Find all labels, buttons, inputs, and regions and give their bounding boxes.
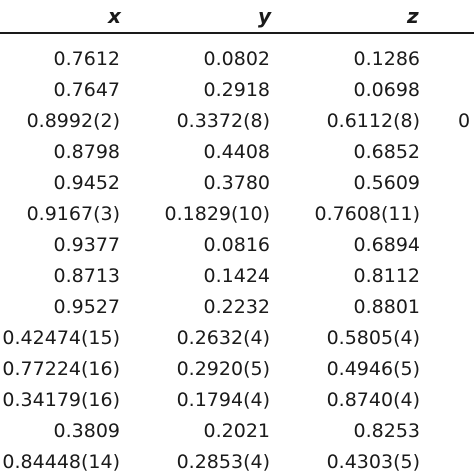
table-row: 0.7612 0.0802 0.1286 bbox=[0, 44, 474, 75]
table-row: 0.9377 0.0816 0.6894 bbox=[0, 230, 474, 261]
cell-z: 0.6112(8) bbox=[326, 110, 420, 132]
cell-x: 0.9377 bbox=[53, 234, 120, 256]
cell-x: 0.8992(2) bbox=[26, 110, 120, 132]
cell-z: 0.7608(11) bbox=[314, 203, 420, 225]
cell-x: 0.9167(3) bbox=[26, 203, 120, 225]
cell-y: 0.2918 bbox=[203, 79, 270, 101]
cell-x: 0.7647 bbox=[53, 79, 120, 101]
cell-z: 0.5609 bbox=[353, 172, 420, 194]
cell-z: 0.5805(4) bbox=[326, 327, 420, 349]
header-x: x bbox=[108, 4, 121, 28]
cell-y: 0.1424 bbox=[203, 265, 270, 287]
cell-y: 0.1794(4) bbox=[176, 389, 270, 411]
table-row: 0.8992(2) 0.3372(8) 0.6112(8) 0 bbox=[0, 106, 474, 137]
cell-z: 0.4303(5) bbox=[326, 451, 420, 473]
cell-x: 0.3809 bbox=[53, 420, 120, 442]
table-row: 0.3809 0.2021 0.8253 bbox=[0, 416, 474, 447]
cell-x: 0.8713 bbox=[53, 265, 120, 287]
cell-z: 0.6852 bbox=[353, 141, 420, 163]
cell-z: 0.6894 bbox=[353, 234, 420, 256]
cell-z: 0.0698 bbox=[353, 79, 420, 101]
cell-y: 0.0802 bbox=[203, 48, 270, 70]
cell-x: 0.9452 bbox=[53, 172, 120, 194]
table-row: 0.34179(16) 0.1794(4) 0.8740(4) bbox=[0, 385, 474, 416]
table-row: 0.77224(16) 0.2920(5) 0.4946(5) bbox=[0, 354, 474, 385]
cell-x: 0.8798 bbox=[53, 141, 120, 163]
cell-z: 0.8112 bbox=[353, 265, 420, 287]
table-row: 0.42474(15) 0.2632(4) 0.5805(4) bbox=[0, 323, 474, 354]
cell-x: 0.42474(15) bbox=[2, 327, 120, 349]
cell-z: 0.8740(4) bbox=[326, 389, 420, 411]
table-header-row: x y z bbox=[0, 0, 474, 32]
table-row: 0.84448(14) 0.2853(4) 0.4303(5) bbox=[0, 447, 474, 474]
cell-y: 0.3372(8) bbox=[176, 110, 270, 132]
cell-extra: 0 bbox=[458, 110, 471, 132]
cell-x: 0.77224(16) bbox=[2, 358, 120, 380]
cell-y: 0.3780 bbox=[203, 172, 270, 194]
cell-x: 0.9527 bbox=[53, 296, 120, 318]
cell-y: 0.2232 bbox=[203, 296, 270, 318]
table-row: 0.9527 0.2232 0.8801 bbox=[0, 292, 474, 323]
cell-x: 0.34179(16) bbox=[2, 389, 120, 411]
cell-z: 0.4946(5) bbox=[326, 358, 420, 380]
table-row: 0.9452 0.3780 0.5609 bbox=[0, 168, 474, 199]
header-z: z bbox=[407, 4, 419, 28]
cell-y: 0.1829(10) bbox=[164, 203, 270, 225]
cell-z: 0.8801 bbox=[353, 296, 420, 318]
cell-z: 0.1286 bbox=[353, 48, 420, 70]
table-body: 0.7612 0.0802 0.1286 0.7647 0.2918 0.069… bbox=[0, 44, 474, 474]
cell-y: 0.2920(5) bbox=[176, 358, 270, 380]
cell-y: 0.2021 bbox=[203, 420, 270, 442]
cell-x: 0.84448(14) bbox=[2, 451, 120, 473]
cell-x: 0.7612 bbox=[53, 48, 120, 70]
table-row: 0.8713 0.1424 0.8112 bbox=[0, 261, 474, 292]
table-row: 0.8798 0.4408 0.6852 bbox=[0, 137, 474, 168]
table-row: 0.9167(3) 0.1829(10) 0.7608(11) bbox=[0, 199, 474, 230]
header-y: y bbox=[258, 4, 272, 28]
cell-z: 0.8253 bbox=[353, 420, 420, 442]
cell-y: 0.2632(4) bbox=[176, 327, 270, 349]
cell-y: 0.4408 bbox=[203, 141, 270, 163]
header-rule bbox=[0, 32, 474, 34]
cell-y: 0.2853(4) bbox=[176, 451, 270, 473]
cell-y: 0.0816 bbox=[203, 234, 270, 256]
table-row: 0.7647 0.2918 0.0698 bbox=[0, 75, 474, 106]
